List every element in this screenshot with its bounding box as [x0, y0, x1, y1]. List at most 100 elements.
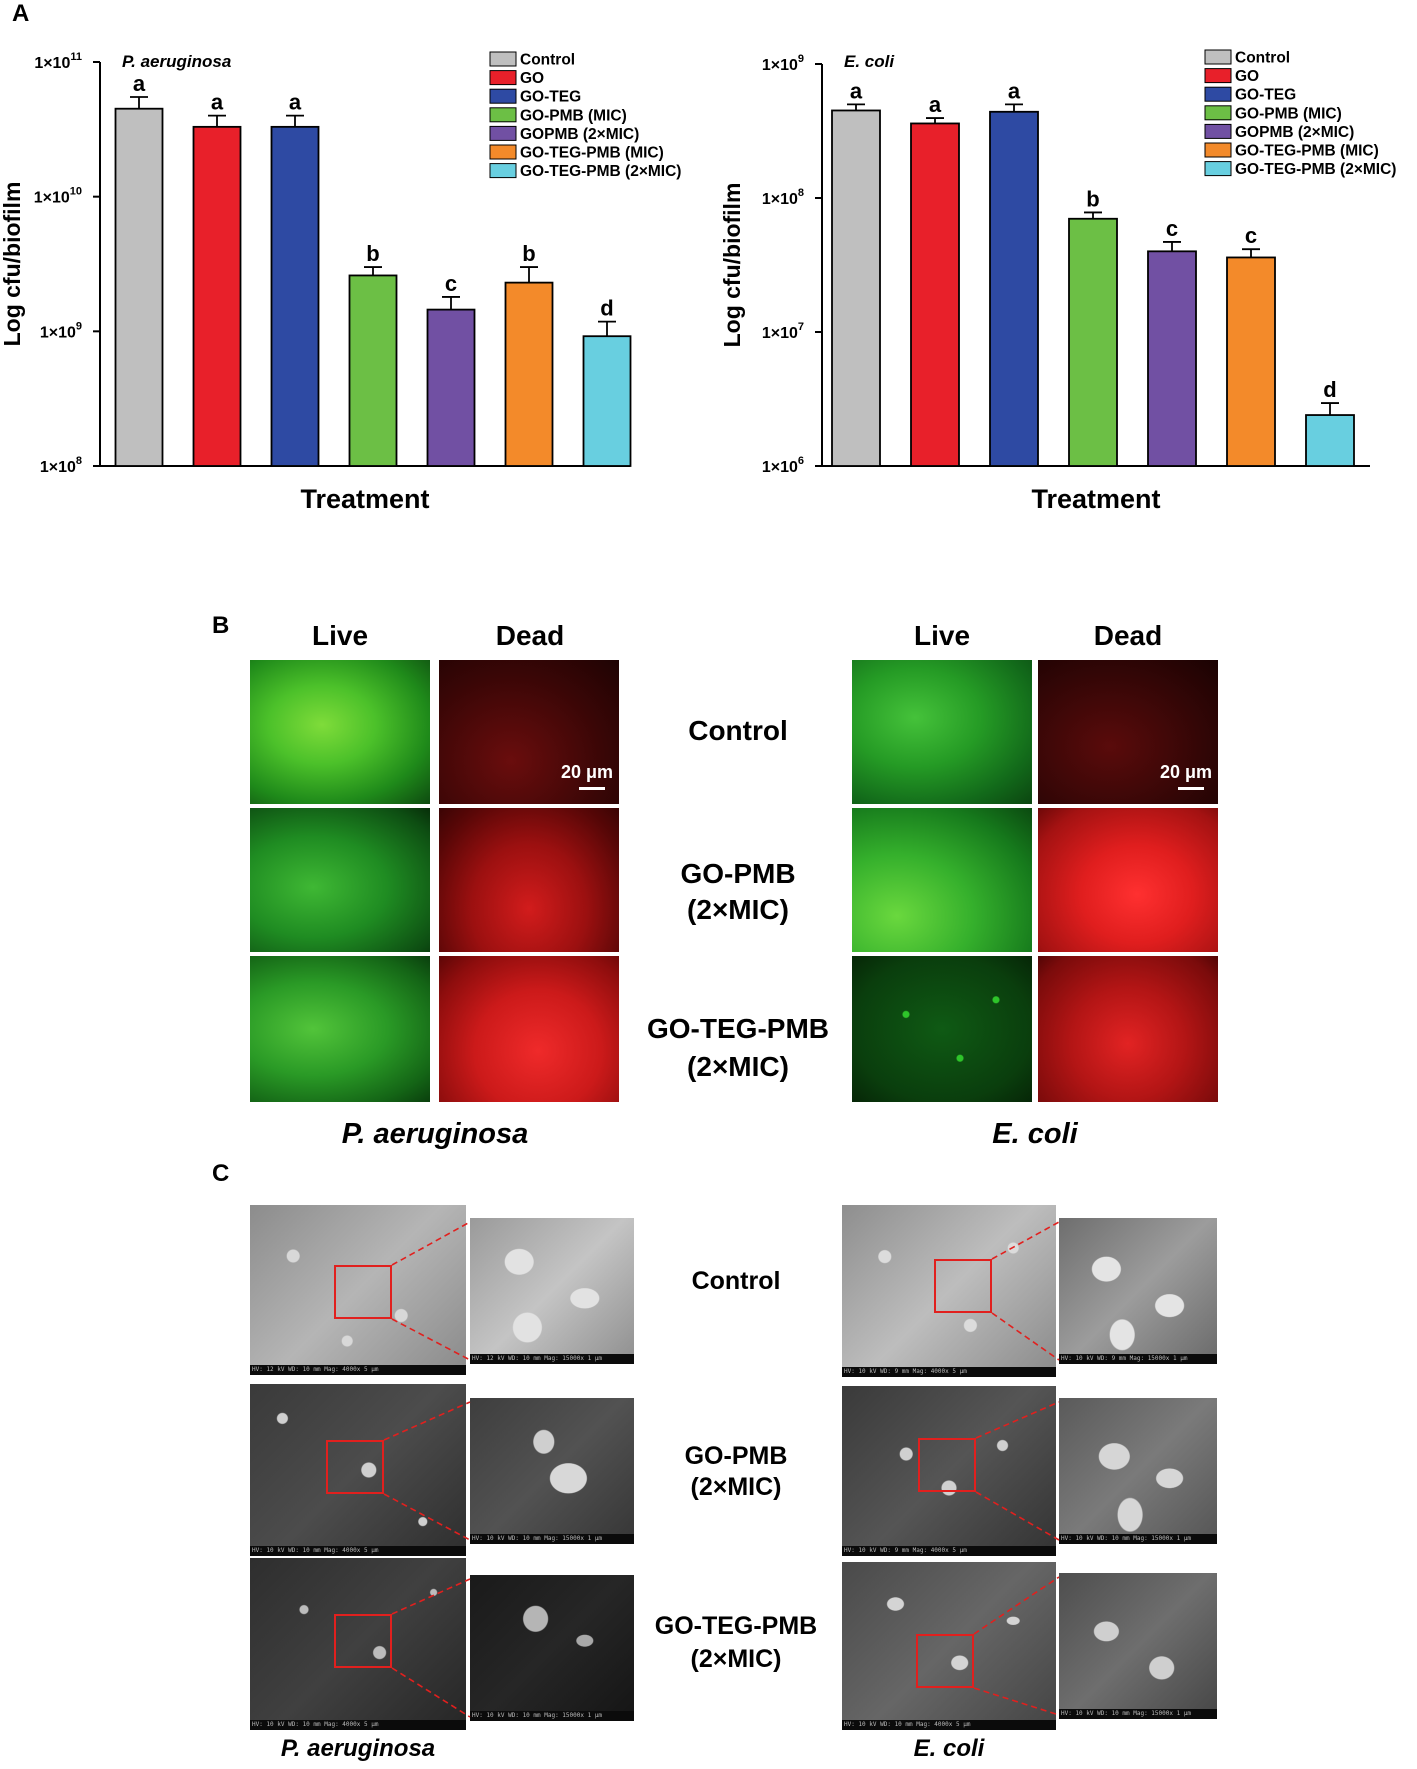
micrograph-pa-gopmb-live	[250, 808, 430, 952]
sem-pa-goteg-zoom: HV: 10 kV WD: 10 mm Mag: 15000x 1 μm	[470, 1575, 634, 1721]
sem-row-label-goteg-line2: (2×MIC)	[690, 1645, 782, 1673]
row-label-goteg-line1: GO-TEG-PMB	[647, 1013, 829, 1044]
significance-letter: a	[850, 78, 863, 103]
roi-box	[326, 1440, 384, 1494]
bar-3	[270, 125, 320, 467]
significance-letter: b	[1086, 186, 1099, 211]
sem-info-bar: HV: 10 kV WD: 10 mm Mag: 15000x 1 μm	[470, 1534, 634, 1544]
dead-header-left: Dead	[495, 620, 565, 651]
micrograph-ec-control-dead: 20 μm	[1038, 660, 1218, 804]
scale-bar-right	[1178, 787, 1204, 790]
legend-swatch	[1204, 161, 1232, 177]
sem-info-bar: HV: 10 kV WD: 10 mm Mag: 15000x 1 μm	[470, 1711, 634, 1721]
sem-pa-gopmb-zoom: HV: 10 kV WD: 10 mm Mag: 15000x 1 μm	[470, 1398, 634, 1544]
legend-swatch	[489, 125, 517, 141]
micrograph-pa-control-dead: 20 μm	[439, 660, 619, 804]
legend-label: GO-TEG-PMB (2×MIC)	[520, 163, 681, 180]
roi-box	[334, 1265, 392, 1319]
sem-info-bar: HV: 12 kV WD: 10 mm Mag: 15000x 1 μm	[470, 1354, 634, 1364]
micrograph-ec-control-live	[852, 660, 1032, 804]
y-tick-label: 1×108	[762, 187, 804, 208]
sem-pa-goteg-overview: HV: 10 kV WD: 10 mm Mag: 4000x 5 μm	[250, 1558, 466, 1730]
y-tick-label: 1×107	[762, 321, 804, 342]
significance-letter: c	[1166, 216, 1178, 241]
legend-swatch	[1204, 142, 1232, 158]
micrograph-ec-goteg-live	[852, 956, 1032, 1102]
significance-letter: b	[522, 241, 535, 266]
significance-letter: a	[289, 90, 302, 115]
micrograph-pa-goteg-live	[250, 956, 430, 1102]
live-header-right: Live	[913, 620, 971, 651]
sem-info-bar: HV: 10 kV WD: 10 mm Mag: 4000x 5 μm	[250, 1720, 466, 1730]
legend-label: GO	[520, 70, 544, 87]
sem-row-label-gopmb-line2: (2×MIC)	[690, 1473, 782, 1501]
bar-6	[504, 281, 554, 467]
bar-5	[426, 308, 476, 467]
legend-label: GO-TEG	[1235, 87, 1296, 104]
significance-letter: c	[445, 271, 457, 296]
sem-info-bar: HV: 10 kV WD: 10 mm Mag: 15000x 1 μm	[1059, 1709, 1217, 1719]
row-label-control: Control	[688, 715, 788, 746]
sem-ec-control-zoom: HV: 10 kV WD: 9 mm Mag: 15000x 1 μm	[1059, 1218, 1217, 1364]
bar-2	[910, 122, 960, 467]
significance-letter: c	[1245, 223, 1257, 248]
bar-7	[1305, 414, 1355, 467]
legend-swatch	[1204, 49, 1232, 65]
significance-letter: a	[133, 71, 146, 96]
chart-title: P. aeruginosa	[122, 52, 231, 71]
sem-info-bar: HV: 10 kV WD: 9 mm Mag: 15000x 1 μm	[1059, 1354, 1217, 1364]
species-label-right-c: E. coli	[913, 1735, 985, 1762]
chart-e-coli: 1×106 1×107 1×108 1×109 a a a b c c d E. coli Treatm…	[720, 49, 1396, 514]
bar-4	[1068, 217, 1118, 467]
panel-label-a: A	[12, 0, 30, 27]
micrograph-ec-gopmb-dead	[1038, 808, 1218, 952]
significance-letter: d	[600, 296, 613, 321]
species-label-left-b: P. aeruginosa	[341, 1118, 529, 1150]
chart-title: E. coli	[844, 52, 895, 71]
sem-ec-goteg-zoom: HV: 10 kV WD: 10 mm Mag: 15000x 1 μm	[1059, 1573, 1217, 1719]
legend-swatch	[1204, 123, 1232, 139]
legend-swatch	[1204, 68, 1232, 84]
scale-bar-label: 20 μm	[560, 762, 613, 782]
legend-label: GO	[1235, 68, 1259, 85]
legend-swatch	[489, 88, 517, 104]
legend-label: Control	[520, 52, 575, 69]
roi-box	[934, 1259, 992, 1313]
roi-box	[916, 1634, 974, 1688]
legend-swatch	[489, 70, 517, 86]
legend-label: Control	[1235, 50, 1290, 67]
species-label-left-c: P. aeruginosa	[280, 1735, 436, 1762]
sem-ec-control-overview: HV: 10 kV WD: 9 mm Mag: 4000x 5 μm	[842, 1205, 1056, 1377]
micrograph-ec-gopmb-live	[852, 808, 1032, 952]
significance-letter: a	[929, 92, 942, 117]
significance-letter: a	[1008, 78, 1021, 103]
sem-row-label-control: Control	[691, 1267, 781, 1295]
legend-label: GO-PMB (MIC)	[1235, 105, 1342, 122]
sem-info-bar: HV: 12 kV WD: 10 mm Mag: 4000x 5 μm	[250, 1365, 466, 1375]
legend-label: GO-TEG-PMB (MIC)	[1235, 143, 1379, 160]
x-axis-label: Treatment	[300, 484, 429, 514]
legend-swatch	[489, 163, 517, 179]
legend-swatch	[1204, 105, 1232, 121]
legend-label: GO-TEG-PMB (2×MIC)	[1235, 161, 1396, 178]
y-tick-label: 1×106	[762, 455, 804, 476]
species-label-right-b: E. coli	[992, 1118, 1078, 1150]
significance-letter: a	[211, 90, 224, 115]
micrograph-pa-gopmb-dead	[439, 808, 619, 952]
scale-bar	[579, 787, 605, 790]
y-axis-label: Log cfu/biofilm	[0, 182, 25, 347]
legend-swatch	[489, 144, 517, 160]
y-tick-label: 1×109	[762, 53, 804, 74]
legend-label: GO-TEG	[520, 89, 581, 106]
y-axis-label: Log cfu/biofilm	[720, 183, 745, 348]
y-tick-label: 1×109	[40, 320, 82, 341]
legend-label: GO-TEG-PMB (MIC)	[520, 145, 664, 162]
legend-label: GOPMB (2×MIC)	[520, 126, 639, 143]
sem-ec-goteg-overview: HV: 10 kV WD: 10 mm Mag: 4000x 5 μm	[842, 1562, 1056, 1730]
y-tick-label: 1×1011	[34, 51, 82, 72]
sem-ec-gopmb-zoom: HV: 10 kV WD: 10 mm Mag: 15000x 1 μm	[1059, 1398, 1217, 1544]
sem-info-bar: HV: 10 kV WD: 9 mm Mag: 4000x 5 μm	[842, 1367, 1056, 1377]
micrograph-pa-goteg-dead	[439, 956, 619, 1102]
sem-info-bar: HV: 10 kV WD: 10 mm Mag: 4000x 5 μm	[250, 1546, 466, 1556]
